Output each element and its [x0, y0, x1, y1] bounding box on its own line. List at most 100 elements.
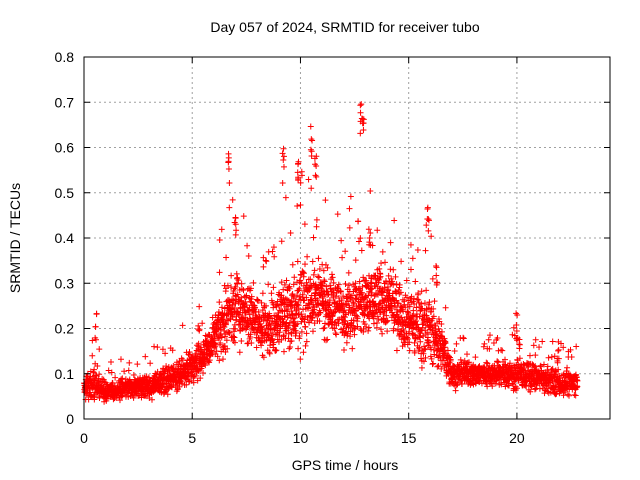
data-point	[333, 331, 340, 338]
data-point	[108, 369, 115, 376]
data-point	[280, 348, 287, 355]
data-point	[374, 227, 381, 234]
data-point	[228, 272, 235, 279]
data-point	[342, 329, 349, 336]
data-point	[235, 277, 242, 284]
data-point	[357, 102, 364, 109]
data-point	[222, 321, 229, 328]
y-tick-label: 0.7	[55, 94, 75, 110]
data-point	[270, 244, 277, 251]
data-point	[410, 295, 417, 302]
data-point	[93, 311, 100, 318]
data-point	[343, 301, 350, 308]
data-point	[356, 278, 363, 285]
data-point	[407, 266, 414, 273]
data-point	[424, 334, 431, 341]
data-point	[342, 280, 349, 287]
data-point	[368, 286, 375, 293]
data-point	[358, 291, 365, 298]
data-point	[421, 300, 428, 307]
data-point	[217, 339, 224, 346]
data-point	[536, 344, 543, 351]
x-tick-label: 10	[293, 430, 309, 446]
data-point	[526, 352, 533, 359]
data-point	[92, 323, 99, 330]
data-point	[412, 278, 419, 285]
data-point	[360, 274, 367, 281]
data-point	[89, 337, 96, 344]
data-point	[422, 345, 429, 352]
data-point	[396, 281, 403, 288]
data-point	[225, 150, 232, 157]
data-point	[323, 337, 330, 344]
data-point	[376, 265, 383, 272]
data-point	[314, 312, 321, 319]
data-point	[278, 238, 285, 245]
data-point	[383, 312, 390, 319]
data-point	[316, 318, 323, 325]
data-point	[424, 205, 431, 212]
data-point	[226, 329, 233, 336]
data-point	[299, 291, 306, 298]
data-point	[360, 116, 367, 123]
data-point	[388, 305, 395, 312]
data-point	[262, 302, 269, 309]
data-point	[507, 365, 514, 372]
data-point	[330, 279, 337, 286]
data-point	[274, 298, 281, 305]
data-point	[421, 346, 428, 353]
data-point	[555, 366, 562, 373]
data-point	[464, 351, 471, 358]
data-point	[338, 297, 345, 304]
data-point	[367, 279, 374, 286]
data-point	[573, 343, 580, 350]
data-point	[397, 289, 404, 296]
data-point	[112, 374, 119, 381]
data-point	[324, 336, 331, 343]
data-point	[389, 278, 396, 285]
data-point	[228, 305, 235, 312]
data-point	[298, 328, 305, 335]
data-point	[309, 258, 316, 265]
data-point	[513, 328, 520, 335]
data-point	[510, 324, 517, 331]
data-point	[163, 387, 170, 394]
data-point	[310, 271, 317, 278]
data-point	[549, 338, 556, 345]
data-point	[268, 332, 275, 339]
data-point	[429, 275, 436, 282]
data-point	[425, 339, 432, 346]
data-point	[303, 330, 310, 337]
data-point	[345, 298, 352, 305]
data-point	[433, 262, 440, 269]
data-point	[303, 338, 310, 345]
data-point	[346, 205, 353, 212]
data-point	[216, 299, 223, 306]
data-point	[548, 354, 555, 361]
data-point	[447, 356, 454, 363]
data-point	[574, 383, 581, 390]
data-point	[417, 338, 424, 345]
data-point	[312, 161, 319, 168]
data-point	[291, 274, 298, 281]
data-point	[290, 281, 297, 288]
data-point	[383, 318, 390, 325]
data-point	[229, 196, 236, 203]
data-point	[352, 280, 359, 287]
data-point	[555, 355, 562, 362]
data-point	[232, 325, 239, 332]
data-point	[224, 345, 231, 352]
data-point	[298, 172, 305, 179]
data-point	[296, 285, 303, 292]
data-point	[403, 277, 410, 284]
data-point	[312, 172, 319, 179]
data-point	[238, 280, 245, 287]
data-point	[350, 281, 357, 288]
axis-ticks: 0 0.1 0.2 0.3 0.4 0.5 0.6 0.7 0.8 0 5 10 15 20	[55, 49, 610, 446]
data-point	[232, 214, 239, 221]
y-tick-label: 0.3	[55, 275, 75, 291]
data-point	[313, 216, 320, 223]
data-point	[365, 324, 372, 331]
data-point	[370, 320, 377, 327]
data-point	[294, 203, 301, 210]
